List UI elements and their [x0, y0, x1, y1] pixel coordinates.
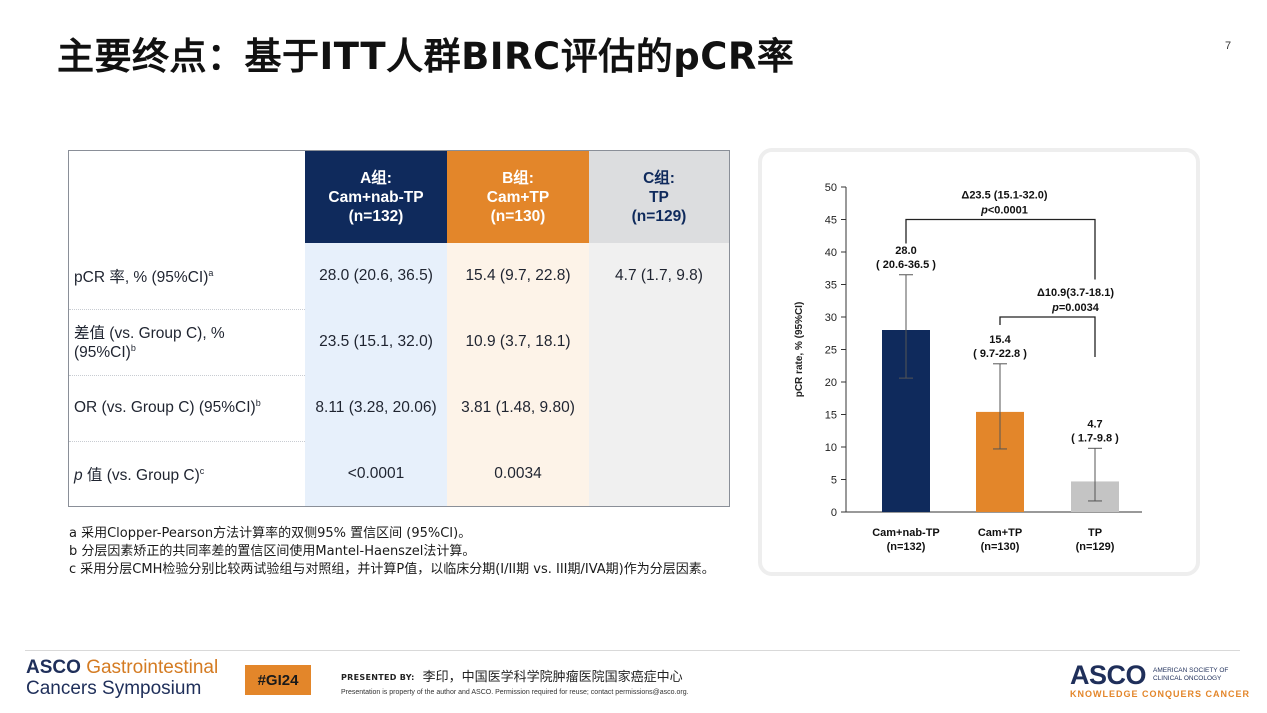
- cell-b: 15.4 (9.7, 22.8): [447, 243, 589, 309]
- asco-gi-logo: ASCO Gastrointestinal Cancers Symposium: [26, 657, 219, 699]
- y-tick-label: 45: [825, 215, 837, 227]
- x-tick-label: Cam+TP: [978, 527, 1022, 539]
- table-row: p 值 (vs. Group C)c <0.0001 0.0034: [69, 441, 729, 506]
- header-group-b: B组: Cam+TP (n=130): [447, 151, 589, 243]
- y-tick-label: 50: [825, 182, 837, 194]
- x-tick-label: (n=129): [1076, 541, 1115, 553]
- y-tick-label: 20: [825, 377, 837, 389]
- row-label: pCR 率, % (95%CI)a: [74, 267, 214, 286]
- footnote-b: b 分层因素矫正的共同率差的置信区间使用Mantel-Haenszel法计算。: [69, 544, 476, 559]
- property-note: Presentation is property of the author a…: [341, 689, 689, 696]
- cell-a: 8.11 (3.28, 20.06): [305, 375, 447, 441]
- data-label: 4.7: [1087, 418, 1102, 430]
- header-group-a: A组: Cam+nab-TP (n=132): [305, 151, 447, 243]
- x-tick-label: (n=132): [887, 541, 926, 553]
- ci-label: ( 1.7-9.8 ): [1071, 432, 1119, 444]
- page-number: 7: [1225, 40, 1232, 52]
- row-label: 差值 (vs. Group C), % (95%CI)b: [74, 325, 225, 362]
- results-table: A组: Cam+nab-TP (n=132) B组: Cam+TP (n=130…: [68, 150, 730, 507]
- footer-divider: [25, 650, 1240, 651]
- cell-b: 10.9 (3.7, 18.1): [447, 309, 589, 375]
- y-tick-label: 0: [831, 507, 837, 519]
- y-tick-label: 35: [825, 280, 837, 292]
- row-label: OR (vs. Group C) (95%CI)b: [74, 398, 261, 417]
- x-tick-label: (n=130): [981, 541, 1020, 553]
- data-label: 28.0: [895, 245, 916, 257]
- chart-card: 0 5 10 15 20 25 30 35 40 45 50 pCR rate, % (95%CI) 2…: [758, 148, 1200, 576]
- presenter-name: 李印，中国医学科学院肿瘤医院国家癌症中心: [422, 670, 683, 685]
- header-empty-cell: [69, 151, 305, 243]
- cell-b: 3.81 (1.48, 9.80): [447, 375, 589, 441]
- header-group-c: C组: TP (n=129): [589, 151, 729, 243]
- y-tick-label: 30: [825, 312, 837, 324]
- comparison-p-label: p=0.0034: [1051, 302, 1100, 314]
- comparison-delta-label: Δ10.9(3.7-18.1): [1037, 287, 1114, 299]
- cell-a: 28.0 (20.6, 36.5): [305, 243, 447, 309]
- y-tick-label: 15: [825, 410, 837, 422]
- footnotes: a 采用Clopper-Pearson方法计算率的双侧95% 置信区间 (95%…: [69, 525, 715, 579]
- y-tick-label: 10: [825, 442, 837, 454]
- y-tick-label: 5: [831, 475, 837, 487]
- footnote-c: c 采用分层CMH检验分别比较两试验组与对照组，并计算P值，以临床分期(I/II…: [69, 562, 715, 577]
- cell-c: [589, 441, 729, 506]
- y-tick-label: 40: [825, 247, 837, 259]
- footnote-a: a 采用Clopper-Pearson方法计算率的双侧95% 置信区间 (95%…: [69, 526, 472, 541]
- table-row: OR (vs. Group C) (95%CI)b 8.11 (3.28, 20…: [69, 375, 729, 441]
- cell-c: [589, 375, 729, 441]
- table-header-row: A组: Cam+nab-TP (n=132) B组: Cam+TP (n=130…: [69, 151, 729, 243]
- comparison-p-label: p<0.0001: [980, 205, 1028, 217]
- comparison-delta-label: Δ23.5 (15.1-32.0): [961, 190, 1048, 202]
- cell-c: [589, 309, 729, 375]
- cell-a: <0.0001: [305, 441, 447, 506]
- cell-b: 0.0034: [447, 441, 589, 506]
- row-label: p 值 (vs. Group C)c: [74, 465, 205, 484]
- y-axis-label: pCR rate, % (95%CI): [794, 302, 805, 398]
- x-tick-label: TP: [1088, 527, 1102, 539]
- data-label: 15.4: [989, 334, 1011, 346]
- cell-a: 23.5 (15.1, 32.0): [305, 309, 447, 375]
- hashtag-badge: #GI24: [245, 665, 311, 695]
- table-row: pCR 率, % (95%CI)a 28.0 (20.6, 36.5) 15.4…: [69, 243, 729, 309]
- table-row: 差值 (vs. Group C), % (95%CI)b 23.5 (15.1, …: [69, 309, 729, 375]
- ci-label: ( 9.7-22.8 ): [973, 348, 1027, 360]
- x-tick-label: Cam+nab-TP: [872, 527, 940, 539]
- comparison-bracket: [999, 316, 1096, 357]
- slide-title: 主要终点：基于ITT人群BIRC评估的pCR率: [57, 35, 795, 78]
- comparison-bracket: [905, 218, 1096, 280]
- y-tick-label: 25: [825, 345, 837, 357]
- presented-by: PRESENTED BY: 李印，中国医学科学院肿瘤医院国家癌症中心: [341, 670, 683, 685]
- pcr-bar-chart: 0 5 10 15 20 25 30 35 40 45 50 pCR rate, % (95%CI) 2…: [794, 182, 1142, 553]
- ci-label: ( 20.6-36.5 ): [876, 259, 936, 271]
- cell-c: 4.7 (1.7, 9.8): [589, 243, 729, 309]
